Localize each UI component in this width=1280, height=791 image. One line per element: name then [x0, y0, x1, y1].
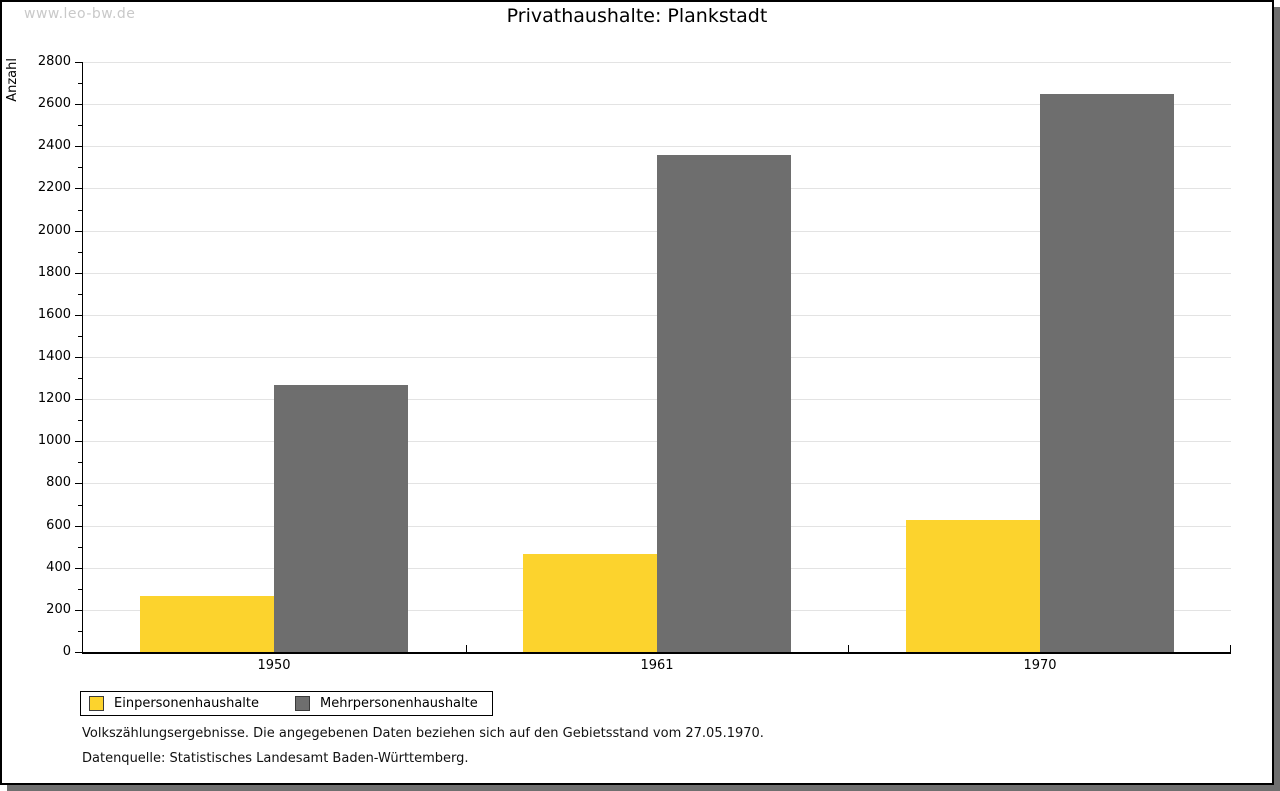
y-axis-tick	[75, 399, 83, 401]
y-tick-label: 2400	[37, 138, 71, 154]
legend-swatch-einpersonenhaushalte	[89, 696, 104, 711]
y-axis-tick	[75, 441, 83, 443]
y-axis-tick	[75, 609, 83, 611]
bar-1970-einpersonenhaushalte	[906, 520, 1040, 652]
legend-swatch-mehrpersonenhaushalte	[295, 696, 310, 711]
y-tick-label: 0	[62, 644, 71, 659]
y-axis-tick	[75, 357, 83, 358]
y-tick-label: 1000	[37, 433, 71, 449]
y-axis-tick	[78, 293, 83, 295]
y-axis-tick	[78, 630, 83, 632]
y-axis-tick	[75, 525, 83, 527]
legend-label: Einpersonenhaushalte	[114, 696, 259, 711]
x-axis-tick	[1230, 645, 1231, 652]
y-axis-tick	[78, 83, 83, 85]
y-tick-label: 200	[46, 601, 71, 617]
y-axis-tick	[78, 462, 83, 464]
y-axis-tick	[75, 62, 83, 63]
y-axis-tick	[75, 146, 83, 148]
y-tick-label: 2600	[37, 96, 71, 112]
y-axis-tick	[78, 546, 83, 548]
legend-item-einpersonenhaushalte: Einpersonenhaushalte	[89, 696, 259, 711]
y-tick-label: 800	[46, 475, 71, 491]
legend-label: Mehrpersonenhaushalte	[320, 696, 478, 711]
bar-1950-einpersonenhaushalte	[140, 596, 274, 652]
legend-item-mehrpersonenhaushalte: Mehrpersonenhaushalte	[295, 696, 478, 711]
y-axis-tick	[78, 378, 83, 380]
y-axis-tick	[75, 314, 83, 316]
y-axis-tick	[78, 167, 83, 169]
y-tick-label: 2800	[37, 54, 71, 69]
bar-1961-einpersonenhaushalte	[523, 554, 657, 652]
legend: Einpersonenhaushalte Mehrpersonenhaushal…	[80, 691, 493, 716]
page-title: Privathaushalte: Plankstadt	[506, 5, 768, 27]
y-axis-tick	[75, 567, 83, 569]
bar-1961-mehrpersonenhaushalte	[657, 155, 791, 652]
y-tick-label: 2000	[37, 222, 71, 238]
bar-1950-mehrpersonenhaushalte	[274, 385, 408, 652]
footnote-data-source: Datenquelle: Statistisches Landesamt Bad…	[82, 751, 469, 766]
x-axis-tick	[848, 645, 849, 652]
bar-1970-mehrpersonenhaushalte	[1040, 94, 1174, 652]
y-tick-label: 600	[46, 517, 71, 533]
y-tick-label: 1400	[37, 349, 71, 364]
gridline	[83, 146, 1231, 148]
y-axis-tick	[78, 504, 83, 506]
y-axis-tick	[78, 588, 83, 590]
plot-area: 0 200 400 600 800 1000 1200 1400 1600 1800 2000 220…	[38, 54, 1231, 673]
x-category-label: 1970	[1023, 658, 1057, 673]
gridline	[83, 62, 1231, 63]
x-axis-tick	[466, 645, 467, 652]
y-tick-label: 1600	[37, 306, 71, 322]
gridline	[83, 104, 1231, 106]
y-axis-title: Anzahl	[5, 58, 20, 102]
x-category-label: 1950	[257, 658, 291, 673]
watermark: www.leo-bw.de	[24, 6, 136, 22]
y-axis-tick	[78, 125, 83, 127]
footnote-source-note: Volkszählungsergebnisse. Die angegebenen…	[82, 726, 764, 741]
y-tick-label: 1200	[37, 391, 71, 407]
y-tick-label: 1800	[37, 264, 71, 280]
y-axis-tick	[78, 251, 83, 253]
y-axis-tick	[75, 230, 83, 232]
y-axis-tick	[78, 420, 83, 422]
y-tick-label: 2200	[37, 180, 71, 196]
y-axis-tick	[75, 483, 83, 485]
y-axis-tick	[75, 272, 83, 274]
y-tick-label: 400	[46, 559, 71, 575]
y-axis-tick	[78, 335, 83, 337]
y-axis-tick	[78, 209, 83, 211]
y-axis-tick	[75, 104, 83, 106]
x-category-label: 1961	[640, 658, 674, 673]
y-axis-tick	[75, 188, 83, 190]
y-axis-tick	[75, 652, 83, 653]
